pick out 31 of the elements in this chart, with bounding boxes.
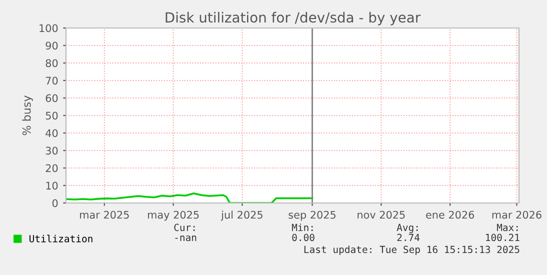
x-tick-label: may 2025 [148, 210, 199, 221]
x-tick-label: mar 2026 [492, 210, 542, 219]
x-tick-label: sep 2025 [288, 210, 336, 221]
y-tick-label: 60 [46, 94, 58, 102]
text: 0.00 [292, 234, 314, 242]
text: -nan [175, 236, 196, 242]
y-tick-label: 70 [46, 76, 58, 85]
chart-title: Disk utilization for /dev/sda - by year [166, 12, 421, 26]
y-tick-label: 40 [46, 129, 58, 138]
line-series [66, 192, 314, 203]
y-tick-label: 30 [46, 146, 58, 155]
x-tick-label: jul 2025 [220, 210, 262, 221]
x-tick-label: mar 2025 [80, 210, 129, 219]
text: Last update: Tue Sep 16 15:15:13 2025 [304, 246, 520, 256]
y-tick-label: 20 [46, 164, 58, 172]
y-tick-label: 80 [46, 59, 58, 68]
y-tick-label: 100 [40, 24, 58, 32]
y-tick-label: 90 [46, 42, 58, 50]
legend-label: Utilization [30, 234, 92, 242]
text: Cur: [174, 224, 195, 232]
text: 2.74 [397, 234, 420, 241]
y-tick-label: 50 [46, 112, 58, 120]
text: Max: [496, 224, 518, 232]
y-axis-title: % busy [22, 96, 33, 136]
y-tick-label: 0 [52, 199, 58, 208]
text: 100.21 [486, 234, 520, 242]
y-tick-label: 10 [46, 182, 58, 190]
x-tick-label: ene 2026 [426, 210, 474, 219]
x-tick-label: nov 2025 [358, 210, 405, 219]
text: Avg: [396, 224, 418, 234]
text: Min: [292, 224, 313, 231]
